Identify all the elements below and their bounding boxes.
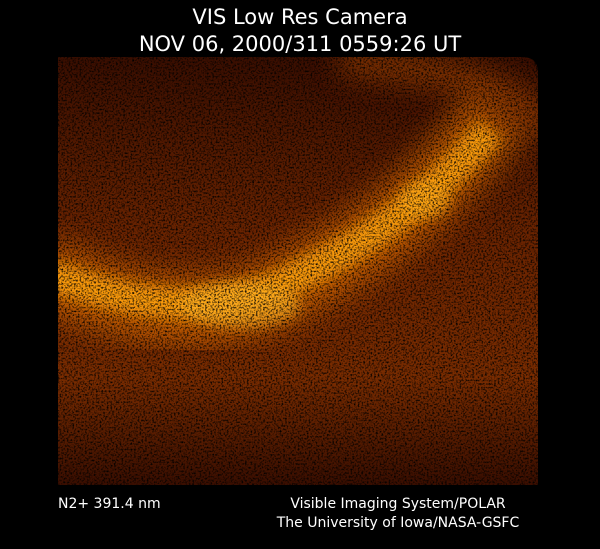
timestamp: NOV 06, 2000/311 0559:26 UT — [139, 32, 462, 56]
aurora-image — [58, 57, 538, 485]
credit-line: Visible Imaging System/POLAR — [290, 496, 506, 512]
filter-label: N2+ 391.4 nm — [58, 496, 161, 512]
title: VIS Low Res Camera — [192, 5, 407, 29]
credit-line: The University of Iowa/NASA-GSFC — [276, 515, 520, 531]
